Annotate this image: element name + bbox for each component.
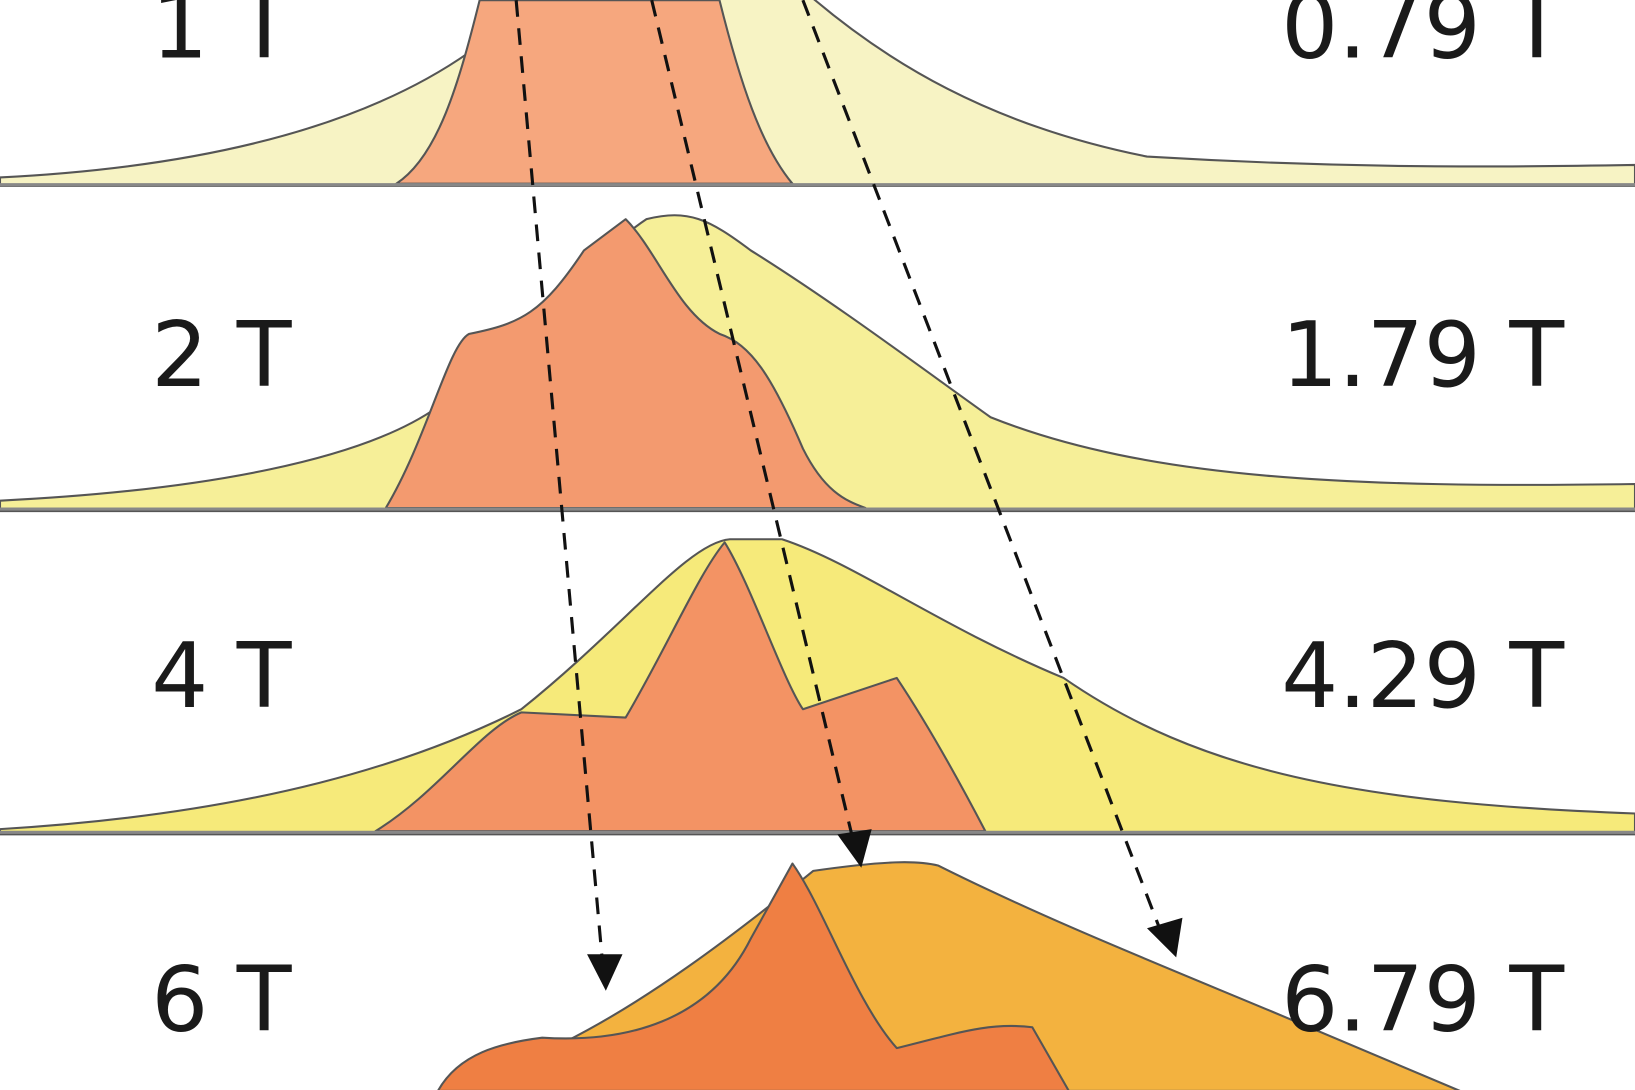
panel-4: [437, 861, 1461, 1090]
spectrum-narrow: [395, 0, 794, 185]
spectrum-narrow: [374, 541, 987, 833]
left-label: 4 T: [151, 625, 293, 729]
spectrum-narrow: [437, 862, 1070, 1090]
arrow-line: [650, 0, 855, 840]
right-label: 4.29 T: [1281, 625, 1565, 729]
left-label: 6 T: [151, 948, 293, 1052]
panel-2: [0, 214, 1635, 513]
arrow-line: [801, 0, 1161, 929]
arrow-head: [1147, 917, 1183, 958]
spectrum-broad: [0, 0, 1635, 187]
left-label: 2 T: [151, 304, 293, 408]
spectrum-broad: [0, 214, 1635, 513]
left-label: 1 T: [151, 0, 293, 80]
right-label: 6.79 T: [1281, 948, 1565, 1052]
arrow-head: [837, 829, 872, 868]
right-label: 0.79 T: [1281, 0, 1565, 80]
arrow-head: [587, 954, 623, 991]
panel-1: [0, 0, 1635, 187]
arrows: [514, 0, 1183, 991]
right-label: 1.79 T: [1281, 304, 1565, 408]
arrow-line: [514, 0, 605, 965]
spectrum-narrow: [384, 218, 867, 510]
